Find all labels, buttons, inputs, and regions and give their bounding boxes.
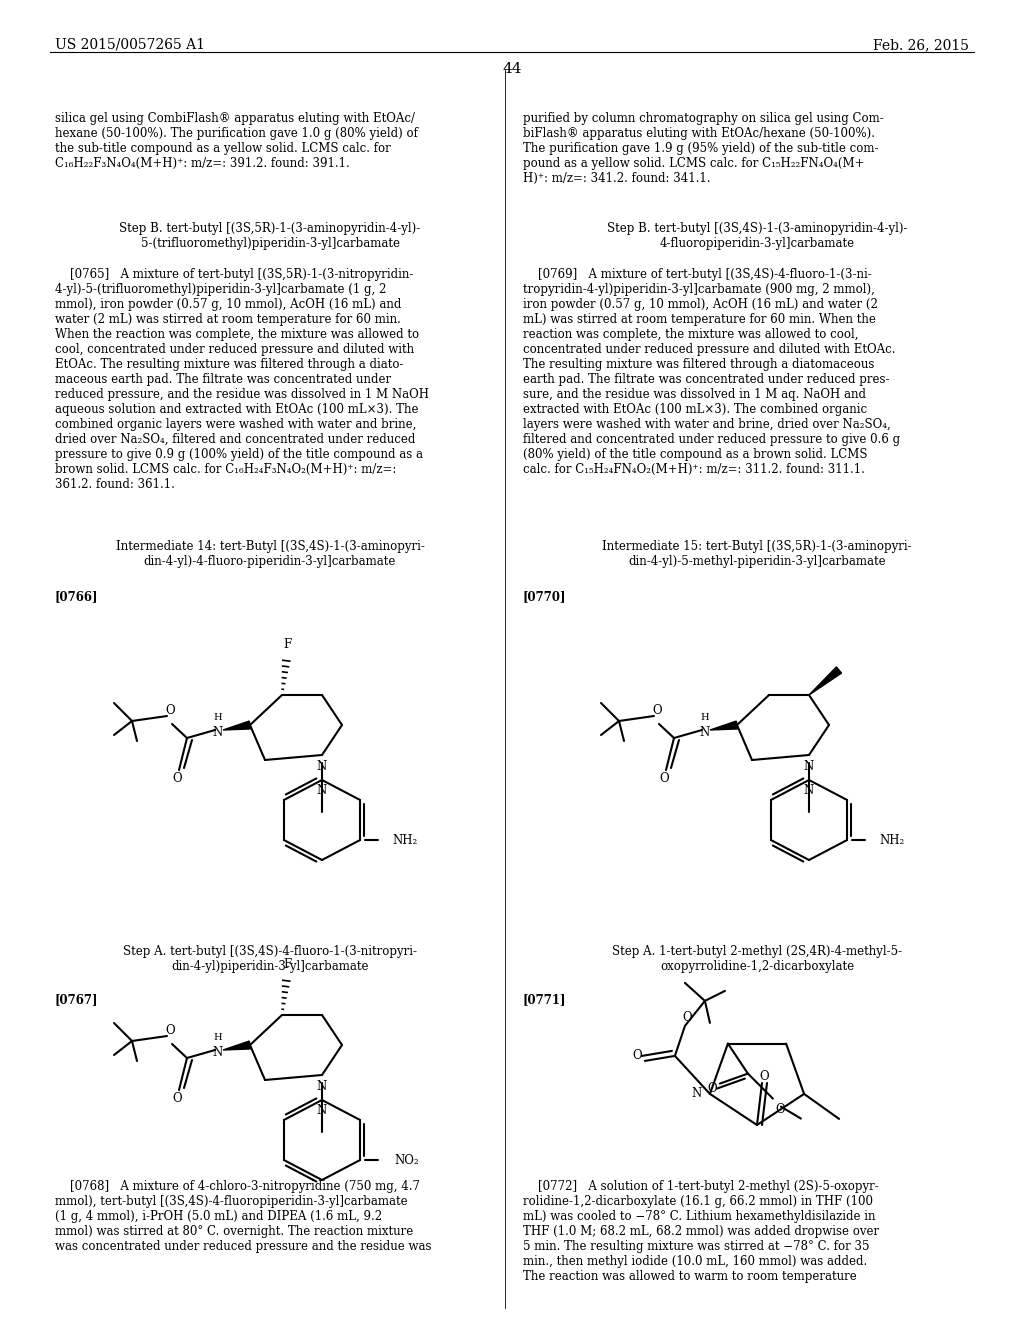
- Text: H: H: [700, 714, 710, 722]
- Text: N: N: [804, 784, 814, 796]
- Text: US 2015/0057265 A1: US 2015/0057265 A1: [55, 38, 205, 51]
- Text: [0772]   A solution of 1-tert-butyl 2-methyl (2S)-5-oxopyr-
rolidine-1,2-dicarbo: [0772] A solution of 1-tert-butyl 2-meth…: [523, 1180, 880, 1283]
- Text: N: N: [316, 1081, 327, 1093]
- Text: O: O: [682, 1011, 692, 1024]
- Text: N: N: [316, 1104, 327, 1117]
- Text: NO₂: NO₂: [394, 1154, 419, 1167]
- Polygon shape: [710, 721, 737, 730]
- Text: N: N: [213, 1045, 223, 1059]
- Text: N: N: [213, 726, 223, 738]
- Polygon shape: [223, 1041, 251, 1049]
- Text: [0767]: [0767]: [55, 993, 98, 1006]
- Polygon shape: [223, 721, 251, 730]
- Text: N: N: [316, 760, 327, 774]
- Text: N: N: [691, 1088, 701, 1101]
- Text: H: H: [214, 714, 222, 722]
- Text: F: F: [283, 958, 291, 972]
- Text: Intermediate 15: tert-Butyl [(3S,5R)-1-(3-aminopyri-
din-4-yl)-5-methyl-piperidi: Intermediate 15: tert-Butyl [(3S,5R)-1-(…: [602, 540, 911, 568]
- Text: Step B. tert-butyl [(3S,5R)-1-(3-aminopyridin-4-yl)-
5-(trifluoromethyl)piperidi: Step B. tert-butyl [(3S,5R)-1-(3-aminopy…: [120, 222, 421, 249]
- Text: H: H: [214, 1034, 222, 1043]
- Text: Intermediate 14: tert-Butyl [(3S,4S)-1-(3-aminopyri-
din-4-yl)-4-fluoro-piperidi: Intermediate 14: tert-Butyl [(3S,4S)-1-(…: [116, 540, 424, 568]
- Text: 44: 44: [502, 62, 522, 77]
- Text: O: O: [759, 1071, 769, 1084]
- Text: silica gel using CombiFlash® apparatus eluting with EtOAc/
hexane (50-100%). The: silica gel using CombiFlash® apparatus e…: [55, 112, 418, 170]
- Text: [0769]   A mixture of tert-butyl [(3S,4S)-4-fluoro-1-(3-ni-
tropyridin-4-yl)pipe: [0769] A mixture of tert-butyl [(3S,4S)-…: [523, 268, 900, 477]
- Text: O: O: [632, 1049, 642, 1063]
- Text: NH₂: NH₂: [392, 833, 418, 846]
- Text: O: O: [659, 771, 669, 784]
- Text: Feb. 26, 2015: Feb. 26, 2015: [873, 38, 969, 51]
- Text: N: N: [804, 760, 814, 774]
- Text: O: O: [165, 705, 175, 718]
- Text: [0770]: [0770]: [523, 590, 566, 603]
- Text: NH₂: NH₂: [880, 833, 904, 846]
- Text: Step B. tert-butyl [(3S,4S)-1-(3-aminopyridin-4-yl)-
4-fluoropiperidin-3-yl]carb: Step B. tert-butyl [(3S,4S)-1-(3-aminopy…: [607, 222, 907, 249]
- Text: purified by column chromatography on silica gel using Com-
biFlash® apparatus el: purified by column chromatography on sil…: [523, 112, 884, 185]
- Text: [0768]   A mixture of 4-chloro-3-nitropyridine (750 mg, 4.7
mmol), tert-butyl [(: [0768] A mixture of 4-chloro-3-nitropyri…: [55, 1180, 431, 1253]
- Polygon shape: [809, 667, 842, 696]
- Text: N: N: [316, 784, 327, 796]
- Text: N: N: [699, 726, 710, 738]
- Text: O: O: [172, 771, 182, 784]
- Text: [0771]: [0771]: [523, 993, 566, 1006]
- Text: [0766]: [0766]: [55, 590, 98, 603]
- Text: O: O: [172, 1092, 182, 1105]
- Text: O: O: [652, 705, 662, 718]
- Text: O: O: [708, 1082, 717, 1096]
- Text: O: O: [775, 1102, 784, 1115]
- Text: O: O: [165, 1024, 175, 1038]
- Text: Step A. tert-butyl [(3S,4S)-4-fluoro-1-(3-nitropyri-
din-4-yl)piperidin-3-yl]car: Step A. tert-butyl [(3S,4S)-4-fluoro-1-(…: [123, 945, 417, 973]
- Text: [0765]   A mixture of tert-butyl [(3S,5R)-1-(3-nitropyridin-
4-yl)-5-(trifluorom: [0765] A mixture of tert-butyl [(3S,5R)-…: [55, 268, 429, 491]
- Text: F: F: [283, 639, 291, 652]
- Text: Step A. 1-tert-butyl 2-methyl (2S,4R)-4-methyl-5-
oxopyrrolidine-1,2-dicarboxyla: Step A. 1-tert-butyl 2-methyl (2S,4R)-4-…: [612, 945, 902, 973]
